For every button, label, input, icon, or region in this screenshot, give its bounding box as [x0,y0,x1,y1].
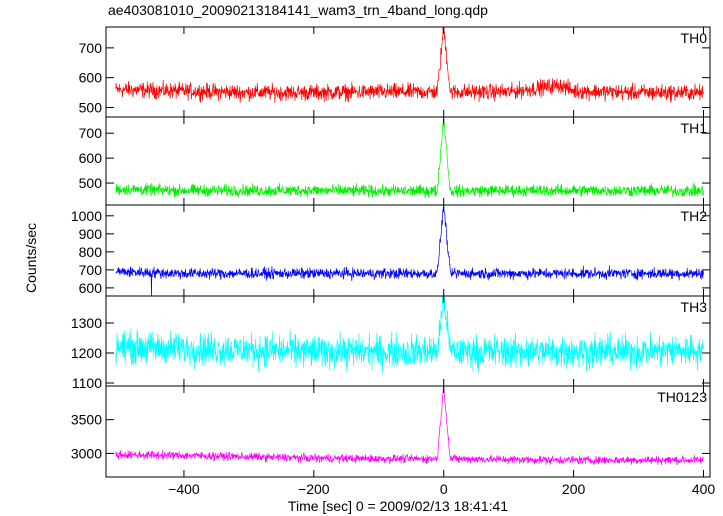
x-tick-label: −200 [298,481,330,497]
y-tick-label: 700 [79,125,103,141]
x-tick-label: 200 [562,481,586,497]
y-tick-label: 800 [79,244,103,260]
x-tick-label: 400 [692,481,716,497]
panel-frame-th0 [105,26,711,118]
y-tick-label: 1100 [72,375,102,391]
y-tick-label: 600 [79,150,103,166]
series-label-th0: TH0 [681,30,708,46]
series-label-th1: TH1 [681,120,708,136]
x-tick-label: −400 [168,481,200,497]
y-tick-label: 700 [79,40,103,56]
series-label-th0123: TH0123 [657,389,707,405]
x-axis-label: Time [sec] 0 = 2009/02/13 18:41:41 [287,498,509,514]
y-tick-label: 1200 [71,345,102,361]
series-label-th2: TH2 [681,208,708,224]
y-tick-label: 1000 [71,208,102,224]
series-line-th1 [115,117,704,199]
y-tick-label: 600 [79,70,103,86]
y-tick-label: 700 [79,262,103,278]
y-tick-label: 3000 [71,445,102,461]
series-line-th3 [115,296,704,374]
y-tick-label: 500 [79,175,103,191]
y-tick-label: 900 [79,226,103,242]
series-line-th0123 [115,386,704,465]
chart-title: ae403081010_20090213184141_wam3_trn_4ban… [108,2,488,18]
panel-frame-th0123 [105,385,711,478]
y-tick-label: 600 [79,280,103,296]
series-line-th0 [115,27,704,103]
x-tick-label: 0 [440,481,448,497]
series-label-th3: TH3 [681,299,708,315]
series-line-th2 [115,205,704,296]
y-tick-label: 500 [79,99,103,115]
y-tick-label: 1300 [71,315,102,331]
panel-frame-th2 [105,204,711,297]
y-tick-label: 3500 [71,412,102,428]
